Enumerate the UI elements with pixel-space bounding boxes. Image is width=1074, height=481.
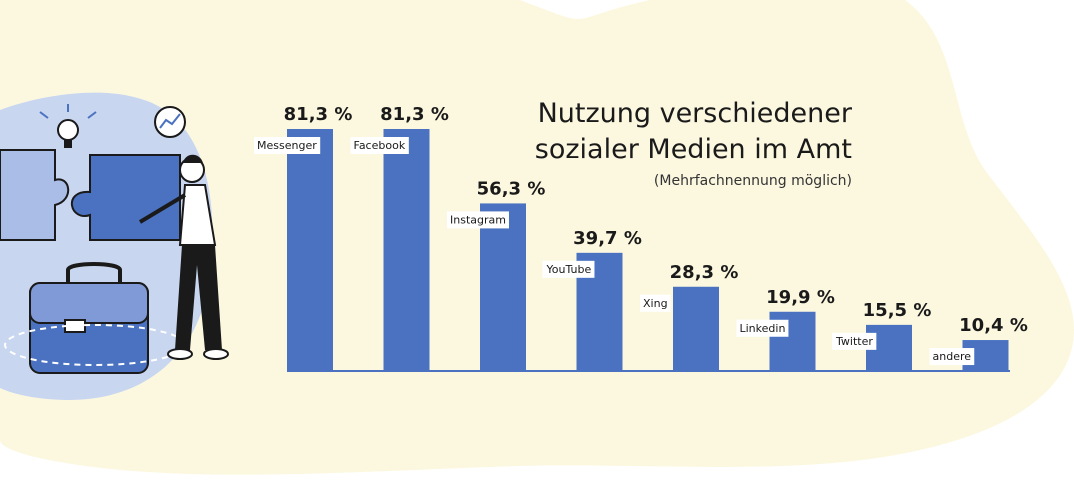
chart-circle-icon	[154, 106, 186, 138]
value-label: 56,3 %	[477, 178, 546, 199]
category-label-box	[736, 319, 789, 337]
value-label: 39,7 %	[573, 228, 642, 249]
value-label: 15,5 %	[863, 300, 932, 321]
category-label-box	[640, 294, 671, 312]
bar-xing	[673, 286, 719, 371]
category-label-box	[542, 260, 595, 278]
category-label-box	[254, 137, 321, 154]
category-label: Xing	[643, 297, 668, 310]
category-label: andere	[933, 350, 972, 363]
category-label: Facebook	[354, 139, 406, 152]
category-label: Twitter	[835, 335, 873, 348]
person-icon	[138, 154, 229, 360]
value-label: 81,3 %	[380, 104, 449, 125]
value-label: 10,4 %	[959, 315, 1028, 336]
category-label-box	[832, 332, 877, 350]
bar-messenger	[287, 129, 333, 371]
category-label: YouTube	[546, 263, 592, 276]
chart-title-line-2: sozialer Medien im Amt	[534, 134, 852, 165]
bar-instagram	[480, 203, 526, 371]
category-label-box	[929, 348, 975, 366]
lightbulb-icon	[39, 104, 97, 148]
category-label: Messenger	[257, 139, 317, 152]
value-label: 19,9 %	[766, 287, 835, 308]
category-label-box	[350, 137, 409, 154]
briefcase-icon	[4, 262, 186, 374]
category-label: Instagram	[450, 213, 506, 226]
illustration	[0, 92, 229, 400]
category-label: Linkedin	[740, 322, 786, 335]
category-label-box	[447, 211, 509, 229]
value-label: 28,3 %	[670, 262, 739, 283]
bar-facebook	[383, 129, 430, 371]
value-label: 81,3 %	[284, 104, 353, 125]
chart-subtitle: (Mehrfachnennung möglich)	[653, 173, 852, 189]
puzzle-icon	[0, 149, 181, 241]
chart-title-line-1: Nutzung verschiedener	[537, 98, 852, 129]
